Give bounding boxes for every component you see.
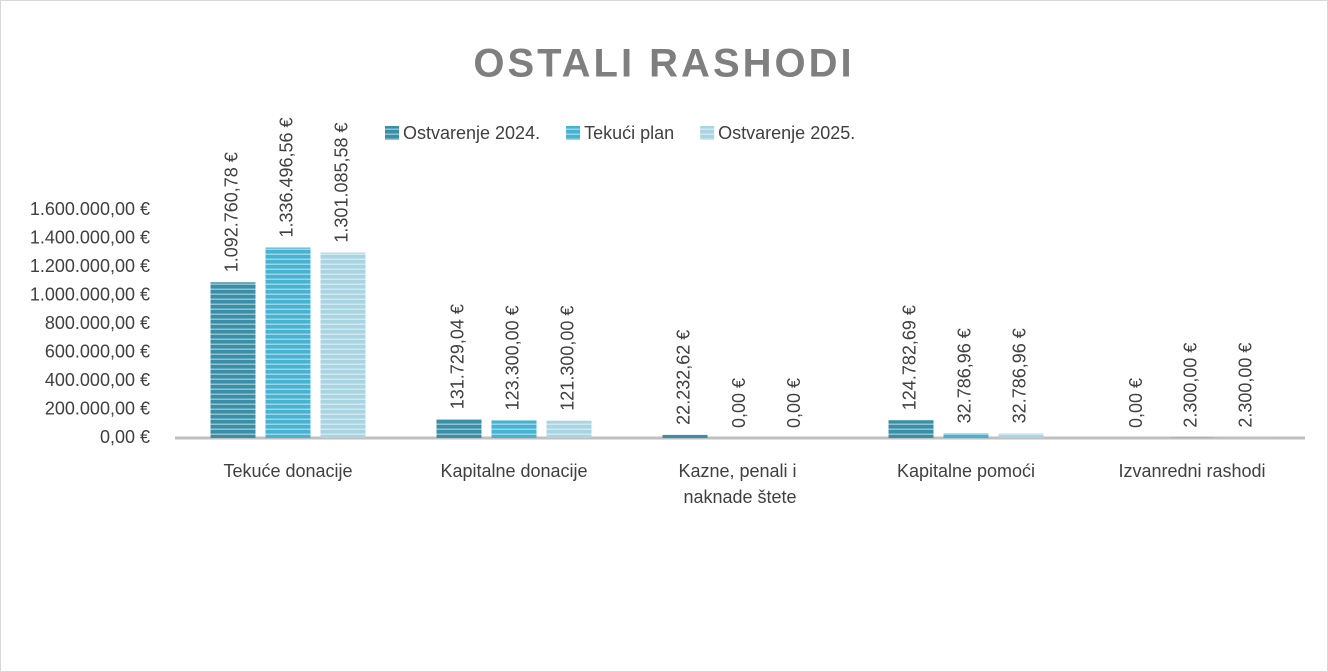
chart-title: OSTALI RASHODI — [473, 42, 854, 86]
y-tick-label: 600.000,00 € — [45, 341, 150, 361]
bar — [546, 420, 592, 438]
data-label: 2.300,00 € — [1181, 343, 1201, 428]
y-tick-label: 1.000.000,00 € — [30, 284, 150, 304]
bar — [888, 420, 934, 438]
data-label: 0,00 € — [1126, 378, 1146, 428]
data-label: 0,00 € — [784, 378, 804, 428]
x-tick-label: Kazne, penali i naknade štete — [678, 461, 801, 507]
bar — [943, 433, 989, 438]
y-tick-label: 800.000,00 € — [45, 313, 150, 333]
y-tick-label: 1.600.000,00 € — [30, 199, 150, 219]
data-label: 32.786,96 € — [1010, 328, 1030, 423]
data-label: 124.782,69 € — [900, 305, 920, 410]
bar — [210, 282, 256, 438]
data-label: 2.300,00 € — [1236, 343, 1256, 428]
data-label: 131.729,04 € — [448, 304, 468, 409]
bar — [265, 247, 311, 438]
legend-swatch — [566, 126, 581, 140]
data-label: 123.300,00 € — [503, 305, 523, 410]
data-label: 22.232,62 € — [674, 330, 694, 425]
legend-label: Tekući plan — [584, 123, 674, 143]
legend-swatch — [700, 126, 715, 140]
legend-label: Ostvarenje 2025. — [718, 123, 855, 143]
y-tick-label: 200.000,00 € — [45, 398, 150, 418]
data-label: 1.092.760,78 € — [222, 152, 242, 272]
data-label: 1.301.085,58 € — [332, 122, 352, 242]
bar — [662, 434, 708, 438]
y-tick-label: 1.400.000,00 € — [30, 227, 150, 247]
bar — [491, 420, 537, 438]
x-tick-label: Izvanredni rashodi — [1118, 461, 1265, 481]
x-tick-label: Kapitalne pomoći — [897, 461, 1035, 481]
data-label: 121.300,00 € — [558, 306, 578, 411]
legend-label: Ostvarenje 2024. — [403, 123, 540, 143]
x-tick-label: Kapitalne donacije — [440, 461, 587, 481]
data-label: 0,00 € — [729, 378, 749, 428]
x-tick-label: Tekuće donacije — [223, 461, 352, 481]
bar — [436, 419, 482, 438]
y-tick-label: 0,00 € — [100, 427, 150, 447]
data-label: 1.336.496,56 € — [277, 117, 297, 237]
data-label: 32.786,96 € — [955, 328, 975, 423]
bar — [998, 433, 1044, 438]
bar — [320, 252, 366, 438]
legend-swatch — [385, 126, 399, 140]
y-tick-label: 1.200.000,00 € — [30, 256, 150, 276]
y-tick-label: 400.000,00 € — [45, 370, 150, 390]
